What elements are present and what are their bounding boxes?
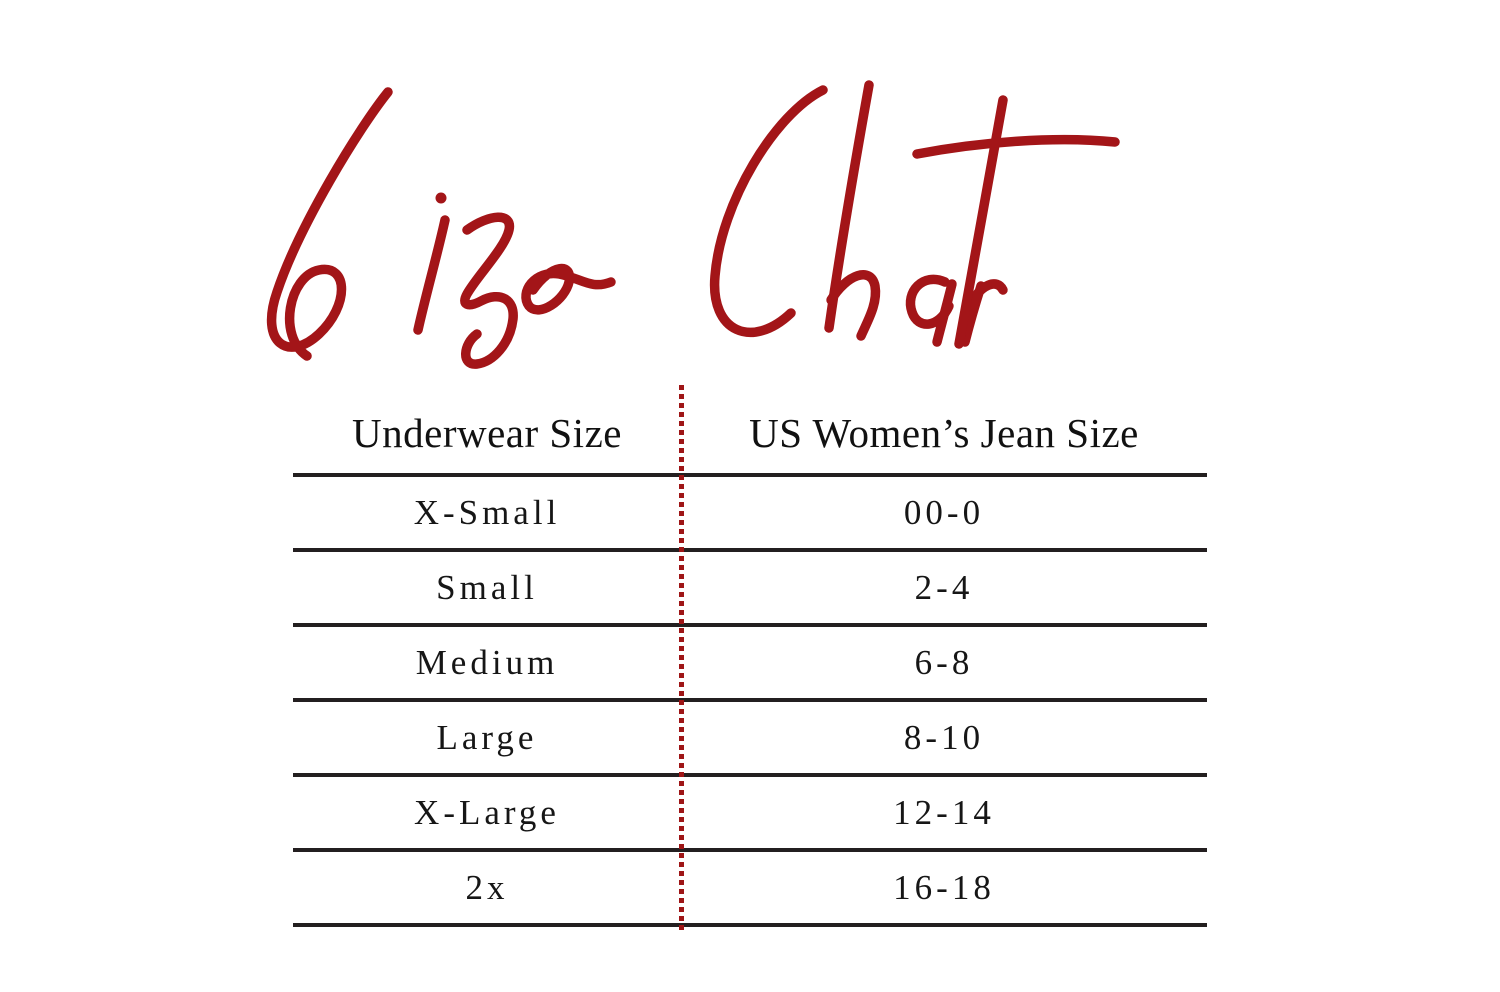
- table-row: Medium 6-8: [293, 627, 1207, 702]
- jean-size-cell: 8-10: [903, 717, 985, 757]
- script-letter: [435, 192, 447, 204]
- underwear-size-cell: X-Large: [414, 792, 560, 832]
- table-header-row: Underwear Size US Women’s Jean Size: [293, 393, 1207, 477]
- jean-size-cell: 6-8: [914, 642, 974, 682]
- script-letter: [460, 212, 518, 369]
- script-letter: [709, 85, 828, 337]
- table-row: Small 2-4: [293, 552, 1207, 627]
- script-letter: [932, 279, 957, 347]
- page-title: Size Chart: [0, 0, 1, 1]
- script-letter: [267, 87, 393, 361]
- column-header-jean-size: US Women’s Jean Size: [749, 410, 1139, 456]
- script-letter: [954, 95, 1008, 349]
- table-row: Large 8-10: [293, 702, 1207, 777]
- table-row: X-Large 12-14: [293, 777, 1207, 852]
- script-letter: [826, 270, 881, 341]
- underwear-size-cell: X-Small: [413, 492, 561, 532]
- script-letter: [521, 263, 616, 315]
- column-divider-dotted-line: [679, 385, 684, 934]
- script-letter: [413, 215, 450, 335]
- underwear-size-cell: Large: [436, 717, 538, 757]
- size-chart-title: [267, 80, 1120, 369]
- underwear-size-cell: Small: [436, 567, 538, 607]
- underwear-size-cell: Medium: [415, 642, 559, 682]
- jean-size-cell: 12-14: [893, 792, 995, 832]
- table-row: 2x 16-18: [293, 852, 1207, 927]
- jean-size-cell: 16-18: [893, 867, 995, 907]
- jean-size-cell: 2-4: [914, 567, 974, 607]
- script-letter: [912, 134, 1120, 159]
- column-header-underwear-size: Underwear Size: [352, 410, 622, 456]
- size-table: Underwear Size US Women’s Jean Size X-Sm…: [293, 393, 1207, 927]
- script-letter: [964, 279, 1008, 311]
- underwear-size-cell: 2x: [465, 867, 509, 907]
- table-row: X-Small 00-0: [293, 477, 1207, 552]
- jean-size-cell: 00-0: [903, 492, 985, 532]
